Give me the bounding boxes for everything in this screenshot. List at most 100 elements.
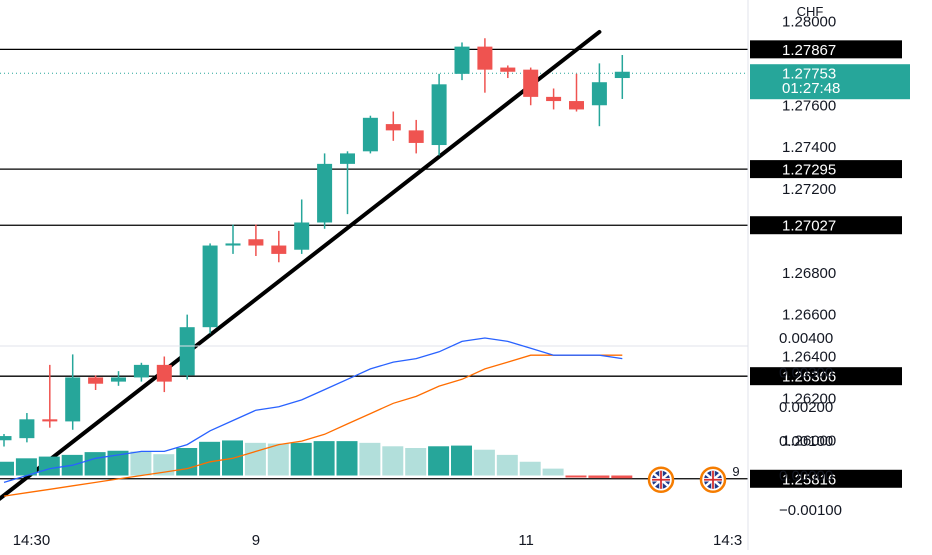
candle-body xyxy=(431,84,447,146)
candle-body xyxy=(0,436,12,441)
price-tick-label: 1.26400 xyxy=(782,349,836,366)
histogram-bar xyxy=(611,475,633,479)
candle-body xyxy=(111,377,126,382)
price-tick-label: 1.26600 xyxy=(782,307,836,324)
time-tick-label: 14:30 xyxy=(13,532,51,549)
indicator-pane xyxy=(0,337,748,497)
level-price-tag xyxy=(750,216,902,235)
histogram-bar xyxy=(199,441,221,476)
indicator-tick-label: 0.00100 xyxy=(779,433,833,450)
uk-flag-icon xyxy=(647,466,675,494)
histogram-bar xyxy=(38,456,60,476)
candle-body xyxy=(362,117,378,152)
level-price-label: 1.27295 xyxy=(782,162,836,179)
level-price-tag xyxy=(750,40,902,59)
uk-flag-icon xyxy=(699,466,727,494)
macd-line xyxy=(3,337,623,484)
price-tick-label: 1.27200 xyxy=(782,181,836,198)
histogram-bar xyxy=(107,450,129,476)
time-tick-label: 9 xyxy=(252,532,260,549)
time-tick-label: 14:3 xyxy=(713,532,742,549)
candle-body xyxy=(248,239,264,246)
signal-line xyxy=(3,354,623,497)
indicator-tick-label: 0.00200 xyxy=(779,399,833,416)
histogram-bar xyxy=(428,446,450,476)
price-tick-label: 1.26200 xyxy=(782,390,836,407)
trendline-layer xyxy=(0,29,602,501)
histogram-bar xyxy=(382,446,404,476)
currency-label: CHF xyxy=(797,4,824,19)
indicator-tick-label: 0.00300 xyxy=(779,364,833,381)
price-tick-label: 1.26800 xyxy=(782,265,836,282)
histogram-bar xyxy=(290,442,312,476)
level-price-label: 1.27867 xyxy=(782,42,836,59)
candle-body xyxy=(42,419,58,422)
level-price-tag xyxy=(750,469,902,488)
candle-body xyxy=(19,419,35,439)
candle-body xyxy=(500,67,516,72)
histogram-bar xyxy=(451,445,472,476)
price-tick-label: 1.26000 xyxy=(782,432,836,449)
histogram-bar xyxy=(153,454,175,476)
candle-body xyxy=(569,101,584,110)
horizontal-levels xyxy=(0,48,748,480)
level-price-label: 1.25816 xyxy=(782,471,836,488)
price-tick-label: 1.27600 xyxy=(782,97,836,114)
histogram-bar xyxy=(15,458,37,476)
trendline xyxy=(0,29,602,501)
indicator-tick-label: 0.00000 xyxy=(779,468,833,485)
histogram-bar xyxy=(244,442,266,476)
candle-body xyxy=(454,46,470,74)
candle-body xyxy=(65,377,81,422)
candle-body xyxy=(614,71,630,79)
candle-body xyxy=(477,46,493,70)
candle-body xyxy=(408,130,424,143)
event-count-label: 9 xyxy=(732,464,739,479)
candles-layer xyxy=(0,38,630,447)
histogram-bar xyxy=(588,475,610,478)
candle-body xyxy=(179,327,195,376)
current-price-tag xyxy=(750,64,910,100)
histogram-bar xyxy=(84,452,106,476)
candle-body xyxy=(546,96,562,102)
histogram-bar xyxy=(496,454,518,476)
candle-body xyxy=(133,364,149,378)
candle-body xyxy=(88,377,104,384)
histogram-bar xyxy=(565,475,587,478)
candle-body xyxy=(317,163,333,223)
histogram-bar xyxy=(130,451,152,476)
candle-body xyxy=(591,82,607,106)
current-price-label: 1.27753 xyxy=(782,66,836,83)
indicator-tick-label: 0.00400 xyxy=(779,330,833,347)
level-price-label: 1.26306 xyxy=(782,369,836,386)
price-tick-label: 1.28000 xyxy=(782,14,836,31)
indicator-tick-label: −0.00100 xyxy=(779,502,842,519)
time-tick-label: 11 xyxy=(518,532,534,549)
candle-body xyxy=(523,69,539,97)
histogram-bar xyxy=(542,468,564,476)
candle-body xyxy=(156,364,172,382)
histogram-bar xyxy=(405,448,427,476)
level-price-tag xyxy=(750,367,902,386)
candle-body xyxy=(340,153,355,164)
level-price-tag xyxy=(750,160,902,179)
histogram-bar xyxy=(176,448,198,476)
histogram-bar xyxy=(473,449,495,476)
time-axis[interactable]: 14:30 9 11 14:3 xyxy=(13,532,743,549)
histogram-bar xyxy=(313,441,335,476)
level-price-label: 1.27027 xyxy=(782,218,836,235)
histogram-bar xyxy=(519,461,541,476)
candle-body xyxy=(225,243,241,246)
histogram-bar xyxy=(359,442,381,476)
event-badge-layer[interactable]: 9 xyxy=(647,464,740,494)
price-tick-label: 1.27400 xyxy=(782,139,836,156)
candle-body xyxy=(294,222,310,250)
histogram-bar xyxy=(0,461,14,476)
candle-body xyxy=(385,124,401,131)
histogram-bar xyxy=(336,441,358,476)
countdown-label: 01:27:48 xyxy=(782,80,840,97)
candle-body xyxy=(202,245,218,328)
